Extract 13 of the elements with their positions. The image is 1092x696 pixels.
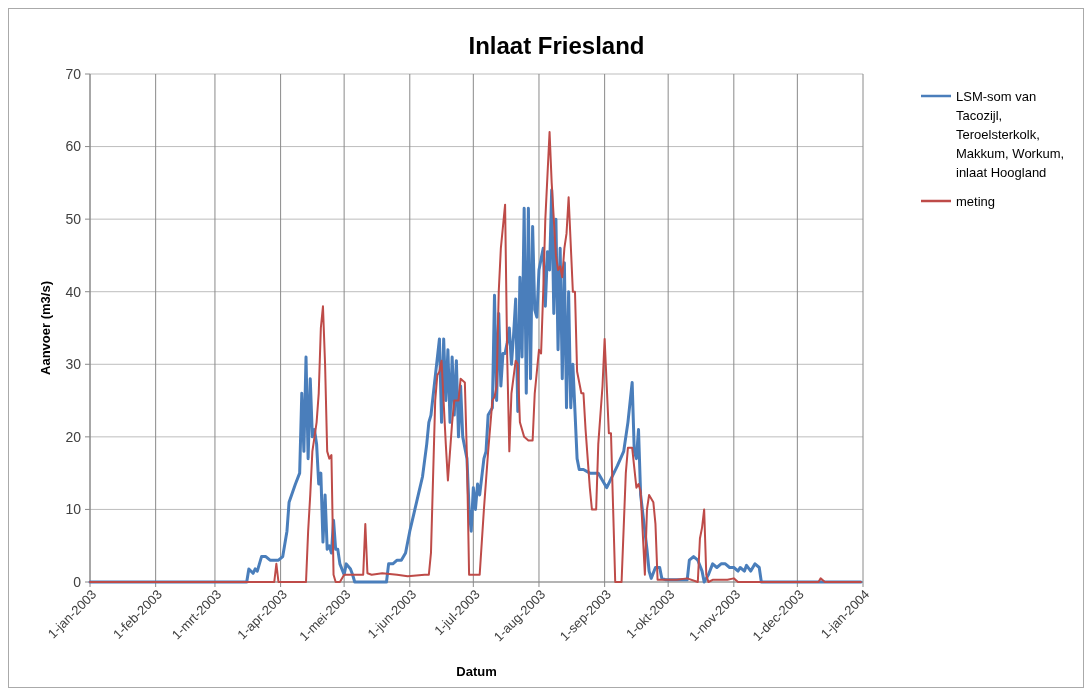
legend-label: LSM-som van Tacozijl, Teroelsterkolk, Makkum, Workum, inlaat Hoogland: [956, 88, 1065, 180]
y-tick-label: 20: [65, 428, 82, 445]
y-tick-label: 0: [73, 573, 82, 590]
y-tick-label: 50: [65, 211, 82, 228]
legend-label: meting: [956, 193, 996, 209]
y-axis-title: Aanvoer (m3/s): [38, 281, 53, 375]
y-tick-label: 10: [65, 501, 82, 518]
y-tick-label: 30: [65, 356, 82, 373]
y-tick-label: 40: [65, 283, 82, 300]
chart-title: Inlaat Friesland: [468, 32, 645, 59]
y-tick-label: 70: [65, 65, 82, 82]
x-axis-title: Datum: [456, 664, 497, 679]
y-tick-label: 60: [65, 138, 82, 155]
